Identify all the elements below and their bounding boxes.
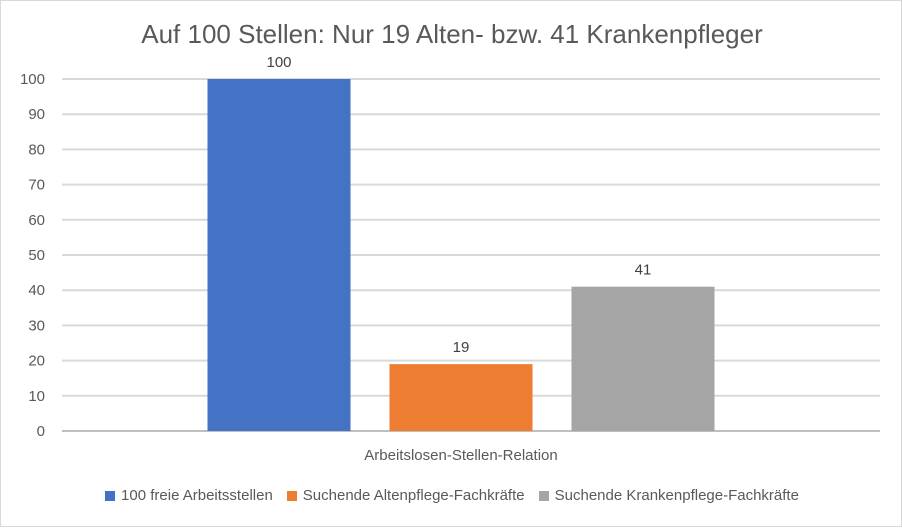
y-tick-label: 70 [28,177,45,194]
legend-label: Suchende Altenpflege-Fachkräfte [302,487,525,504]
legend-label: 100 freie Arbeitsstellen [121,487,273,504]
chart-title: Auf 100 Stellen: Nur 19 Alten- bzw. 41 K… [141,19,763,49]
bar [389,364,533,431]
legend-item: Suchende Krankenpflege-Fachkräfte [538,487,799,504]
legend-label: Suchende Krankenpflege-Fachkräfte [554,487,799,504]
y-tick-label: 80 [28,141,45,158]
y-tick-label: 10 [28,388,45,405]
legend-swatch [538,490,549,501]
legend-item: Suchende Altenpflege-Fachkräfte [286,487,525,504]
data-label: 41 [635,262,652,279]
y-tick-label: 50 [28,247,45,264]
bar [571,286,715,431]
x-tick-label: Arbeitslosen-Stellen-Relation [364,447,557,464]
data-label: 19 [453,339,470,356]
y-tick-label: 0 [37,423,45,440]
legend-swatch [286,490,297,501]
y-tick-label: 60 [28,212,45,229]
data-label: 100 [266,54,291,71]
y-tick-label: 20 [28,353,45,370]
y-tick-label: 90 [28,106,45,123]
chart-legend: 100 freie Arbeitsstellen Suchende Altenpf… [1,487,902,504]
y-tick-label: 100 [20,71,45,88]
y-tick-label: 30 [28,317,45,334]
legend-swatch [105,490,116,501]
y-tick-label: 40 [28,282,45,299]
legend-item: 100 freie Arbeitsstellen [105,487,273,504]
bar [207,79,351,431]
